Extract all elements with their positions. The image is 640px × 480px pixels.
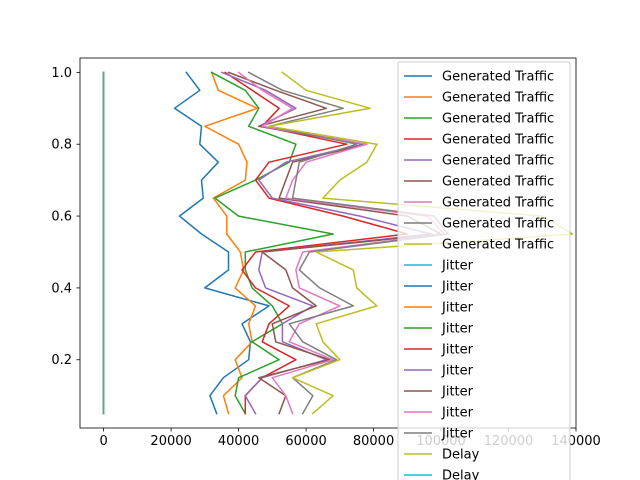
x-tick-label: 60000 [285, 434, 326, 449]
legend: Generated Traffic Generated Traffic Genera… [397, 61, 571, 480]
legend-label: Jitter [441, 364, 474, 379]
x-tick-label: 80000 [353, 434, 394, 449]
x-tick-label: 20000 [150, 434, 191, 449]
legend-label: Jitter [441, 406, 474, 421]
legend-box [397, 61, 571, 480]
legend-label: Delay [442, 469, 480, 480]
series-line-3 [210, 71, 334, 415]
legend-label: Jitter [441, 280, 474, 295]
legend-label: Jitter [441, 259, 474, 274]
axes-spines [79, 57, 577, 429]
legend-label: Delay [442, 448, 480, 463]
y-tick-label: 0.8 [51, 138, 72, 153]
legend-label: Generated Traffic [442, 217, 554, 232]
series-layer [102, 71, 574, 415]
legend-label: Generated Traffic [442, 154, 554, 169]
x-tick-label: 0 [99, 434, 107, 449]
y-tick-label: 0.6 [51, 210, 72, 225]
legend-label: Generated Traffic [442, 91, 554, 106]
series-line-1 [173, 71, 270, 415]
legend-label: Generated Traffic [442, 133, 554, 148]
legend-label: Generated Traffic [442, 112, 554, 127]
y-tick-label: 0.4 [51, 281, 72, 296]
y-tick-label: 0.2 [51, 353, 72, 368]
y-tick-label: 1.0 [51, 66, 72, 81]
legend-label: Generated Traffic [442, 196, 554, 211]
legend-label: Jitter [441, 385, 474, 400]
legend-label: Generated Traffic [442, 175, 554, 190]
legend-label: Jitter [441, 343, 474, 358]
series-line-2 [204, 71, 258, 415]
legend-label: Jitter [441, 322, 474, 337]
legend-label: Jitter [441, 301, 474, 316]
legend-label: Jitter [441, 427, 474, 442]
legend-label: Generated Traffic [442, 70, 554, 85]
x-tick-label: 40000 [218, 434, 259, 449]
legend-label: Generated Traffic [442, 238, 554, 253]
